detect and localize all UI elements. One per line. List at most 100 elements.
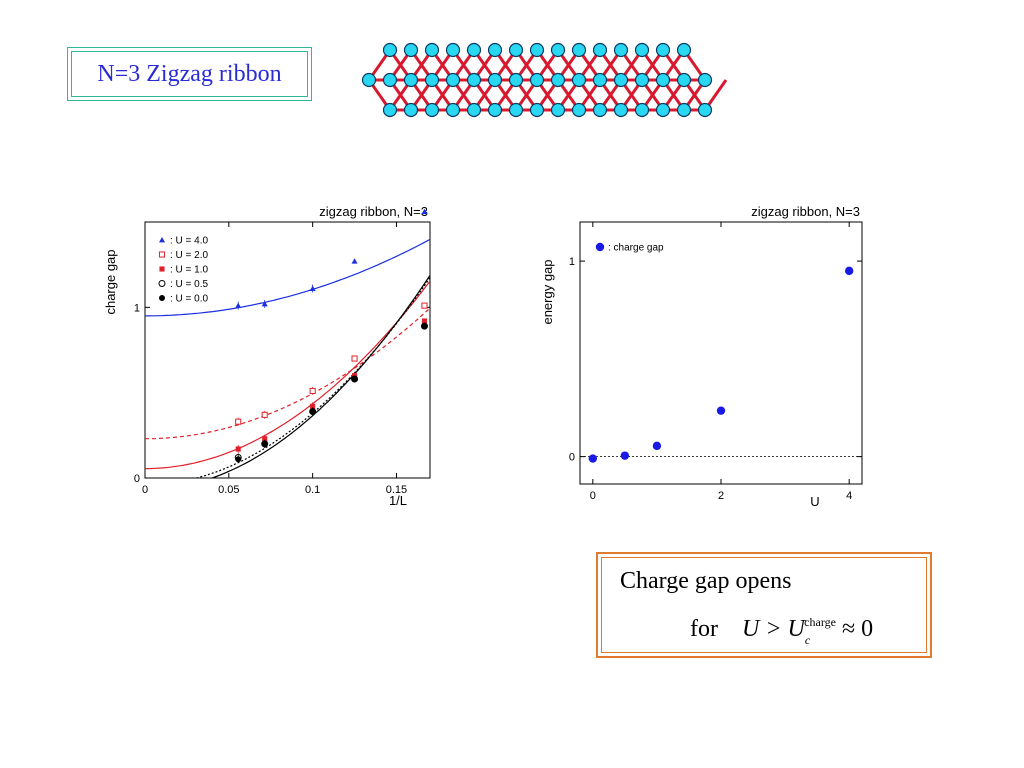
legend-label: : U = 0.0 <box>170 294 209 305</box>
chart-charge-gap-vs-1-over-L: zigzag ribbon, N=3 0 0.05 0.1 0.15 0 1 1/L charg… <box>103 204 431 508</box>
data-point <box>421 208 428 215</box>
x-tick-label: 0 <box>142 484 148 496</box>
lattice-site <box>487 102 503 118</box>
lattice-site <box>487 42 503 58</box>
lattice-site <box>676 102 692 118</box>
lattice-site <box>655 42 671 58</box>
series-4 <box>235 323 428 464</box>
lattice-site <box>508 72 524 88</box>
lattice-site <box>592 102 608 118</box>
data-point <box>262 436 268 442</box>
chart-title: zigzag ribbon, N=3 <box>319 204 428 219</box>
for-word: for <box>690 616 718 642</box>
lattice-site <box>634 72 650 88</box>
lattice-site <box>403 72 419 88</box>
math-superscript: charge <box>804 615 836 629</box>
x-tick-label: 0.05 <box>218 484 239 496</box>
lattice-site <box>550 102 566 118</box>
legend-label: : U = 1.0 <box>170 265 209 276</box>
data-point <box>351 355 358 362</box>
legend-marker <box>159 295 165 301</box>
slide-title-inner-frame: N=3 Zigzag ribbon <box>71 51 308 97</box>
lattice-site <box>445 102 461 118</box>
lattice-site <box>571 102 587 118</box>
math-subscript: c <box>804 633 811 647</box>
data-point <box>309 285 316 291</box>
lattice-site <box>466 42 482 58</box>
fit-curve <box>145 280 430 470</box>
lattice-site <box>403 102 419 118</box>
series-0 <box>588 266 854 463</box>
data-point <box>588 454 598 463</box>
legend-marker <box>158 251 166 258</box>
legend-label: : U = 2.0 <box>170 250 209 261</box>
data-point <box>235 446 241 452</box>
data-point <box>421 323 428 330</box>
x-tick-label: 0.1 <box>305 484 320 496</box>
lattice-sites <box>361 42 713 118</box>
legend-label: : charge gap <box>608 243 664 254</box>
data-point <box>620 451 630 460</box>
x-tick-label: 4 <box>846 490 852 502</box>
lattice-site <box>592 42 608 58</box>
data-point <box>235 302 242 309</box>
lattice-site <box>466 102 482 118</box>
lattice-site <box>592 72 608 88</box>
lattice-site <box>508 102 524 118</box>
data-point <box>235 418 242 425</box>
lattice-site <box>655 72 671 88</box>
data-point <box>716 406 726 415</box>
y-tick-label: 0 <box>134 473 140 485</box>
data-point <box>261 300 268 307</box>
data-point <box>309 408 316 415</box>
fit-curve <box>145 238 430 317</box>
lattice-site <box>697 72 713 88</box>
data-point <box>235 456 242 463</box>
math-inequality: U > U <box>741 616 805 642</box>
lattice-site <box>634 42 650 58</box>
math-approx: ≈ 0 <box>841 616 874 642</box>
lattice-site <box>697 102 713 118</box>
lattice-site <box>676 72 692 88</box>
data-point <box>421 318 428 324</box>
lattice-site <box>445 72 461 88</box>
data-point <box>844 266 854 276</box>
lattice-site <box>613 72 629 88</box>
lattice-site <box>382 102 398 118</box>
x-tick-label: 2 <box>718 490 724 502</box>
legend: : charge gap <box>595 242 664 254</box>
slide-title: N=3 Zigzag ribbon <box>97 60 282 87</box>
lattice-site <box>613 42 629 58</box>
lattice-site <box>529 42 545 58</box>
data-point <box>310 403 316 409</box>
conclusion-inner-frame: Charge gap opens for U > Uc charge ≈ 0 <box>601 557 927 653</box>
lattice-site <box>550 72 566 88</box>
data-point <box>351 258 358 264</box>
lattice-site <box>508 42 524 58</box>
fit-curve <box>210 275 430 478</box>
lattice-site <box>655 102 671 118</box>
legend-marker <box>595 242 605 252</box>
conclusion-line-1: Charge gap opens <box>620 568 792 594</box>
series-3 <box>234 322 428 462</box>
x-axis-label: U <box>810 494 819 509</box>
legend-marker <box>159 237 165 243</box>
data-point <box>261 440 268 447</box>
plot-frame <box>144 221 431 479</box>
data-point <box>351 376 358 383</box>
data-point <box>261 411 268 418</box>
zigzag-ribbon-lattice <box>361 42 728 118</box>
lattice-site <box>550 42 566 58</box>
series-0 <box>235 208 428 310</box>
y-tick-label: 0 <box>569 452 575 464</box>
x-tick-label: 0.15 <box>386 484 407 496</box>
lattice-site <box>445 42 461 58</box>
lattice-site <box>382 72 398 88</box>
lattice-site <box>613 102 629 118</box>
lattice-site <box>571 72 587 88</box>
y-tick-label: 1 <box>134 302 140 314</box>
data-point <box>421 302 428 309</box>
lattice-site <box>382 42 398 58</box>
